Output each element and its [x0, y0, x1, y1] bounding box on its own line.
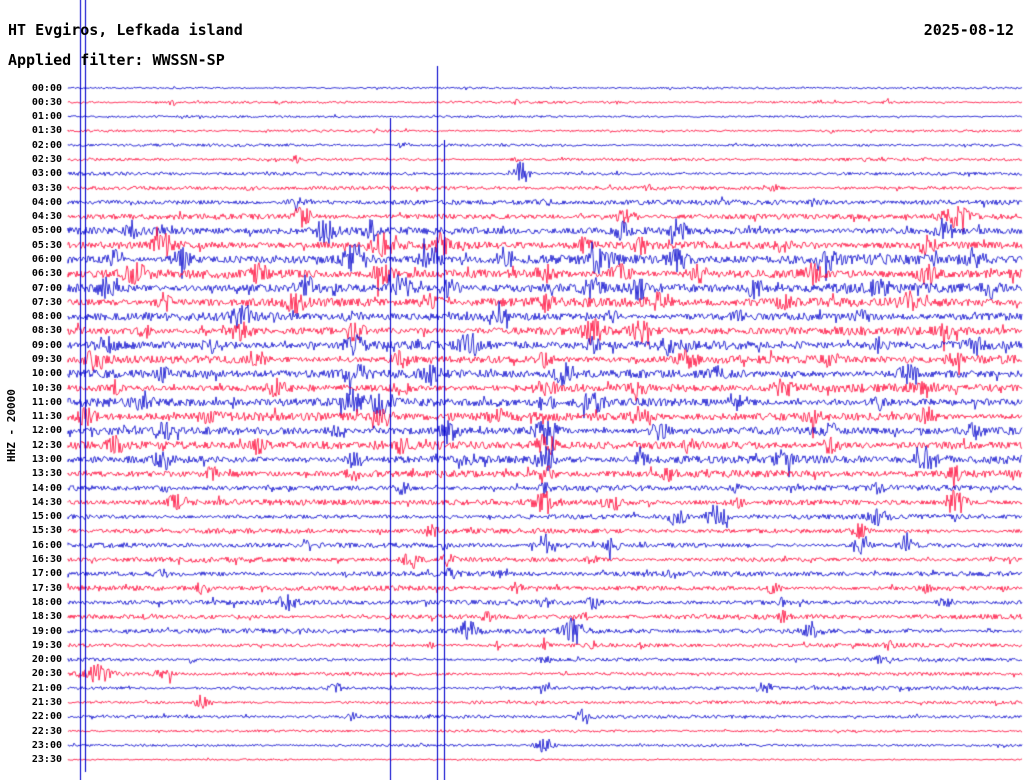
time-label: 22:30	[31, 725, 62, 737]
time-label: 00:00	[31, 82, 62, 94]
time-label: 02:30	[31, 153, 62, 165]
time-label: 04:00	[31, 196, 62, 208]
time-label: 21:30	[31, 696, 62, 708]
time-label: 05:00	[31, 225, 62, 237]
time-label: 11:30	[31, 411, 62, 423]
time-label: 10:30	[31, 382, 62, 394]
time-label: 06:30	[31, 268, 62, 280]
time-label: 20:30	[31, 668, 62, 680]
time-label: 14:30	[31, 496, 62, 508]
time-label: 07:30	[31, 296, 62, 308]
time-label: 08:30	[31, 325, 62, 337]
station-title: HT Evgiros, Lefkada island	[8, 21, 243, 39]
time-label: 09:00	[31, 339, 62, 351]
time-label: 11:00	[31, 396, 62, 408]
time-label: 13:00	[31, 454, 62, 466]
time-label: 16:00	[31, 539, 62, 551]
time-label: 03:30	[31, 182, 62, 194]
time-label: 15:30	[31, 525, 62, 537]
time-label: 17:30	[31, 582, 62, 594]
time-label: 12:00	[31, 425, 62, 437]
time-label: 02:00	[31, 139, 62, 151]
channel-scale-label: HHZ - 20000	[5, 389, 18, 462]
filter-label: Applied filter: WWSSN-SP	[8, 51, 225, 69]
time-label: 03:00	[31, 168, 62, 180]
time-label: 15:00	[31, 511, 62, 523]
time-label: 04:30	[31, 211, 62, 223]
time-label: 20:00	[31, 654, 62, 666]
time-label: 09:30	[31, 354, 62, 365]
time-label: 19:00	[31, 625, 62, 637]
time-label: 21:00	[31, 682, 62, 694]
time-label: 14:00	[31, 482, 62, 494]
time-label: 17:00	[31, 568, 62, 580]
time-label: 19:30	[31, 639, 62, 651]
time-label: 13:30	[31, 468, 62, 480]
time-label: 10:00	[31, 368, 62, 380]
time-label: 01:00	[31, 111, 62, 123]
time-label: 07:00	[31, 282, 62, 294]
time-label: 00:30	[31, 96, 62, 108]
time-label: 18:00	[31, 596, 62, 608]
time-label: 23:30	[31, 754, 62, 766]
time-label: 01:30	[31, 125, 62, 137]
time-label: 22:00	[31, 711, 62, 723]
time-label: 16:30	[31, 554, 62, 566]
time-label: 06:00	[31, 253, 62, 265]
time-label: 23:00	[31, 739, 62, 751]
date-label: 2025-08-12	[923, 21, 1014, 39]
time-label: 12:30	[31, 439, 62, 451]
time-label: 05:30	[31, 239, 62, 251]
time-label: 08:00	[31, 311, 62, 323]
time-label: 18:30	[31, 611, 62, 623]
